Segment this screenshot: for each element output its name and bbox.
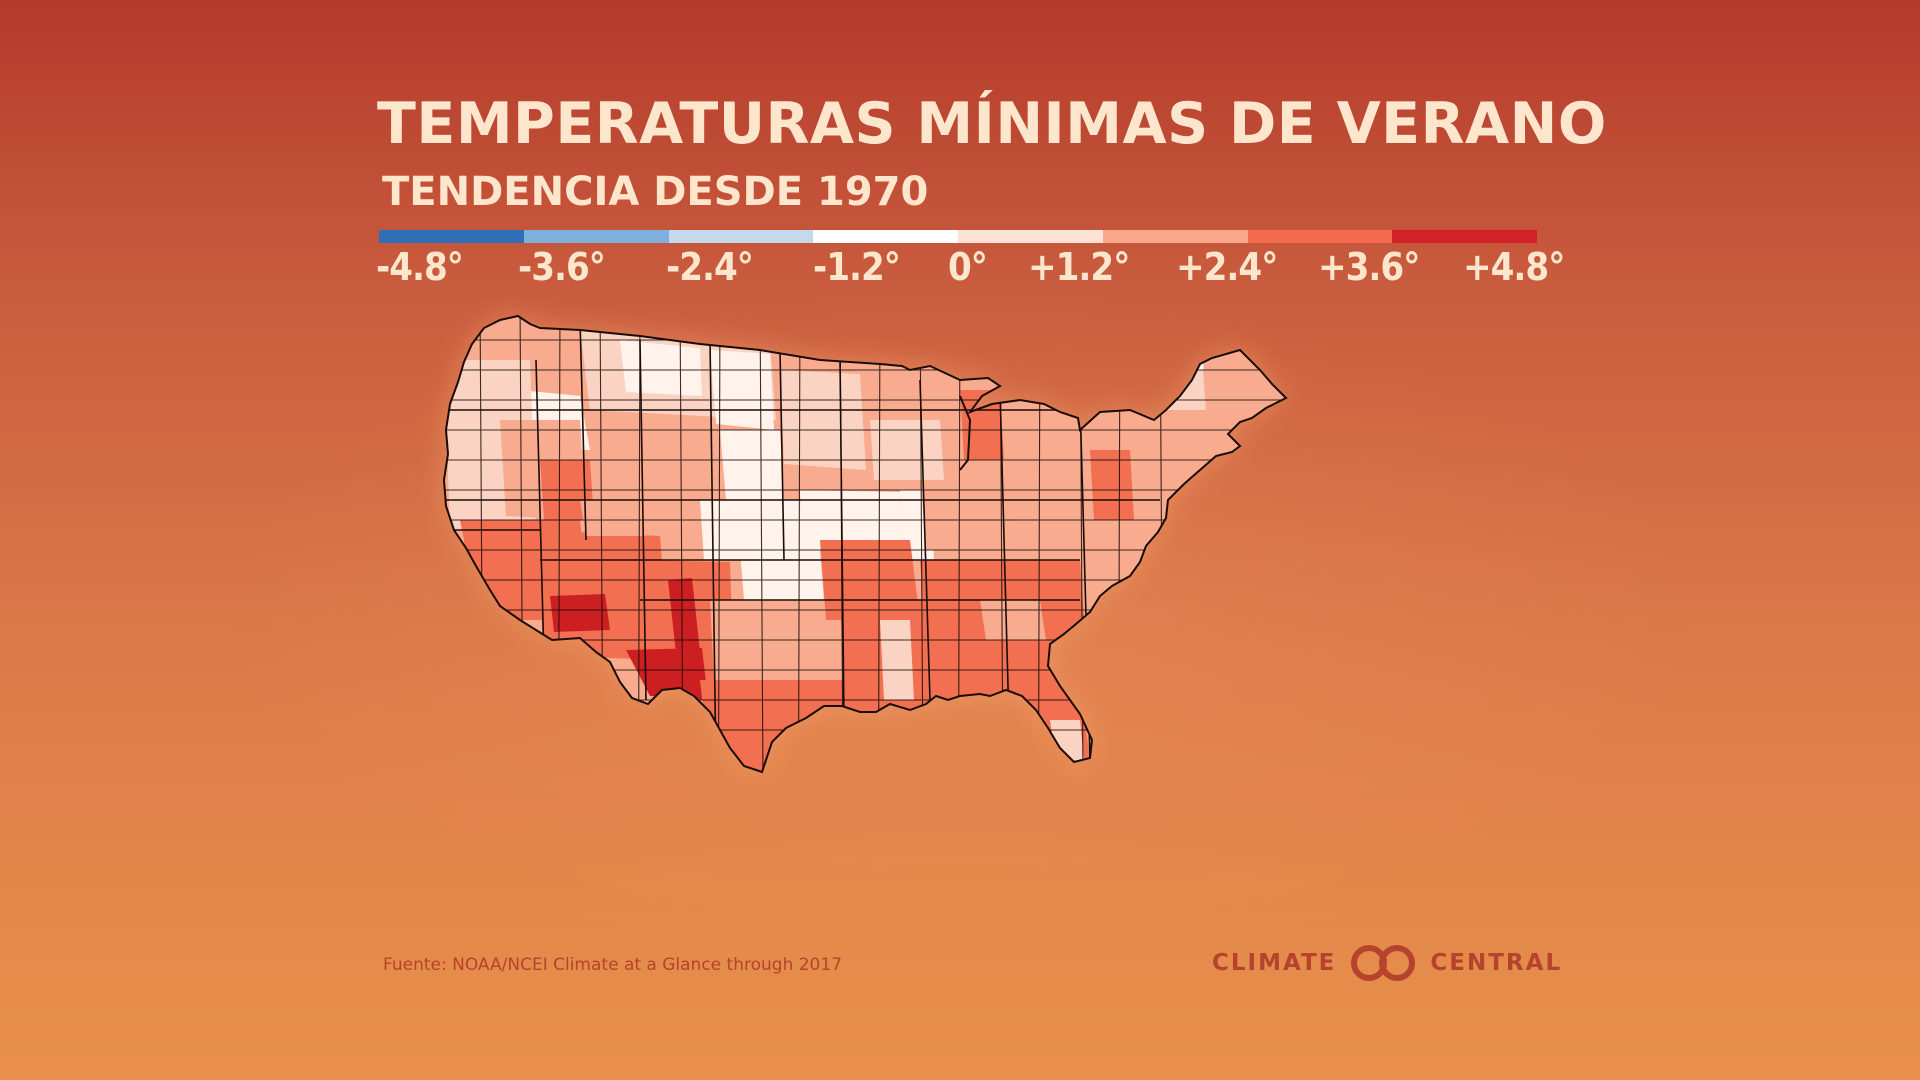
region-montana-central xyxy=(620,340,702,396)
region-nebraska xyxy=(700,500,804,560)
map-svg xyxy=(443,315,1287,773)
legend-segment-3 xyxy=(668,230,814,243)
region-michigan-lower xyxy=(960,390,1004,460)
region-east-coast-strip xyxy=(1090,450,1134,520)
legend-tick-label: +4.8° xyxy=(1463,245,1565,289)
region-carolinas-inland xyxy=(980,600,1046,640)
region-minnesota xyxy=(780,370,866,470)
region-mississippi-strip xyxy=(880,620,914,700)
legend-tick-label: -3.6° xyxy=(518,245,606,289)
legend-segment-7 xyxy=(1247,230,1393,243)
legend-segment-2 xyxy=(523,230,669,243)
brand-left-word: CLIMATE xyxy=(1212,950,1337,976)
us-climate-division-map xyxy=(440,300,1490,940)
region-utah-south xyxy=(580,500,646,536)
page-title: TEMPERATURAS MÍNIMAS DE VERANO xyxy=(377,91,1607,157)
lake-michigan-shore xyxy=(959,395,972,471)
legend-segment-1 xyxy=(379,230,524,243)
legend-tick-label: 0° xyxy=(948,245,988,289)
legend-tick-label: -1.2° xyxy=(813,245,901,289)
map-regions xyxy=(444,316,1286,772)
legend-tick-label: +1.2° xyxy=(1028,245,1130,289)
legend-segment-5 xyxy=(958,230,1103,243)
legend-tick-label: +2.4° xyxy=(1176,245,1278,289)
legend-tick-label: -4.8° xyxy=(376,245,464,289)
color-scale-bar xyxy=(379,230,1537,243)
climate-central-logo-icon xyxy=(1351,945,1416,981)
region-maine-north xyxy=(1140,320,1204,370)
region-arizona-southeast-extreme xyxy=(550,594,610,632)
legend-segment-6 xyxy=(1102,230,1248,243)
page-subtitle: TENDENCIA DESDE 1970 xyxy=(382,169,929,215)
region-south-dakota xyxy=(720,430,784,500)
region-kansas-north xyxy=(740,550,824,600)
region-new-england xyxy=(1120,330,1206,410)
region-texas-south xyxy=(700,680,864,770)
brand-right-word: CENTRAL xyxy=(1430,950,1563,976)
legend-tick-label: +3.6° xyxy=(1318,245,1420,289)
state-boundaries xyxy=(444,319,1160,771)
legend-tick-label: -2.4° xyxy=(666,245,754,289)
source-note: Fuente: NOAA/NCEI Climate at a Glance th… xyxy=(383,955,843,975)
region-wisconsin xyxy=(870,420,944,480)
legend-segment-8 xyxy=(1392,230,1537,243)
climate-central-brand[interactable]: CLIMATE CENTRAL xyxy=(1212,945,1562,981)
legend-segment-4 xyxy=(813,230,958,243)
